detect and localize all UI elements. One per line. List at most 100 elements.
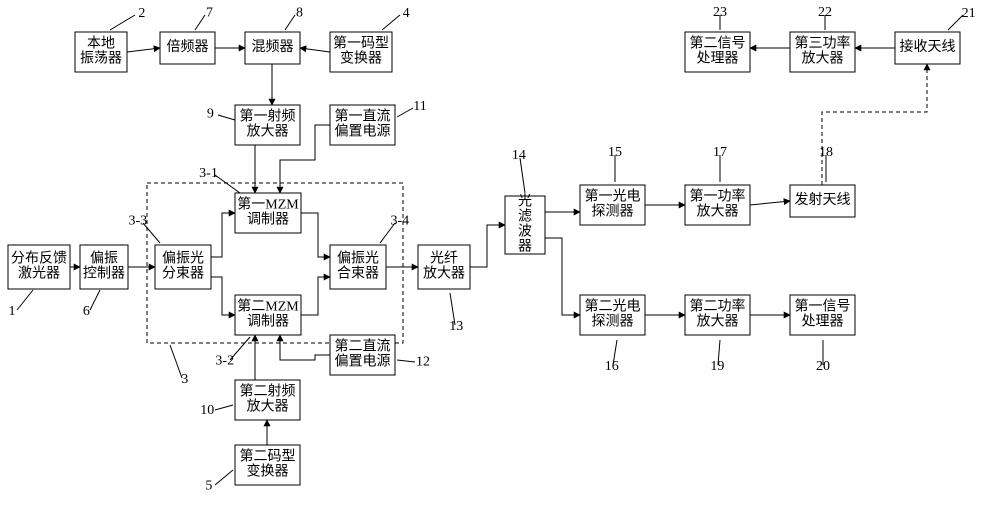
leader-8 — [285, 15, 295, 30]
arrow — [211, 277, 235, 315]
block-label-b18-0: 发射天线 — [795, 192, 851, 208]
block-label-b13-0: 光纤 — [430, 251, 458, 267]
block-label-b3_3-1: 分束器 — [162, 266, 204, 282]
ref-num-3-1: 3-1 — [199, 166, 218, 181]
block-label-b20-0: 第一信号 — [795, 298, 851, 315]
ref-num-3-3: 3-3 — [128, 214, 147, 229]
ref-num-5: 5 — [205, 478, 212, 493]
block-label-b3_2-1: 调制器 — [247, 314, 289, 330]
dashed-arrow — [822, 64, 927, 185]
block-label-b17-1: 放大器 — [697, 204, 739, 220]
arrow — [545, 238, 580, 315]
leader-9 — [218, 115, 235, 120]
ref-num-18: 18 — [819, 145, 833, 160]
block-label-b19-0: 第二功率 — [690, 298, 746, 315]
ref-num-19: 19 — [710, 359, 724, 374]
block-label-b1-1: 激光器 — [18, 265, 60, 282]
ref-num-16: 16 — [605, 359, 619, 374]
block-label-b9-0: 第一射频 — [240, 108, 296, 125]
block-label-b7-0: 倍频器 — [167, 39, 209, 55]
ref-num-3-2: 3-2 — [215, 354, 234, 369]
block-label-b14-3: 器 — [518, 240, 532, 255]
block-label-b20-1: 处理器 — [802, 314, 844, 330]
ref-num-22: 22 — [818, 5, 832, 20]
arrow — [280, 335, 330, 360]
ref-num-15: 15 — [608, 145, 622, 160]
leader-5 — [215, 470, 233, 485]
ref-num-6: 6 — [83, 304, 90, 319]
block-label-b22-1: 放大器 — [802, 51, 844, 67]
block-label-b3_4-1: 合束器 — [337, 266, 379, 282]
ref-num-23: 23 — [713, 5, 727, 20]
block-label-b5-1: 变换器 — [247, 463, 289, 480]
block-label-b14-1: 滤 — [518, 209, 532, 225]
leader-6 — [90, 290, 100, 310]
ref-num-17: 17 — [713, 145, 727, 160]
block-label-b6-1: 控制器 — [83, 266, 125, 282]
block-label-b2-1: 振荡器 — [80, 51, 122, 67]
block-label-b12-0: 第二直流 — [335, 338, 391, 355]
block-label-b9-1: 放大器 — [247, 124, 289, 140]
block-label-b11-1: 偏置电源 — [335, 124, 391, 140]
block-label-b12-1: 偏置电源 — [335, 354, 391, 370]
arrow — [301, 213, 330, 257]
block-label-b1-0: 分布反馈 — [11, 251, 67, 267]
ref-num-3: 3 — [181, 372, 188, 387]
block-label-b21-0: 接收天线 — [900, 38, 956, 55]
block-label-b3_1-0: 第一MZM — [237, 196, 299, 213]
ref-num-7: 7 — [206, 6, 213, 21]
block-label-b4-0: 第一码型 — [333, 35, 389, 52]
ref-num-2: 2 — [138, 6, 145, 21]
arrow — [300, 48, 330, 52]
block-label-b5-0: 第二码型 — [240, 448, 296, 465]
block-label-b8-0: 混频器 — [252, 39, 294, 55]
arrow — [127, 48, 160, 52]
ref-num-8: 8 — [296, 6, 303, 21]
block-label-b14-0: 光 — [518, 194, 532, 210]
block-label-b3_4-0: 偏振光 — [337, 251, 379, 267]
block-label-b2-0: 本地 — [87, 36, 115, 52]
block-label-b15-1: 探测器 — [592, 204, 634, 220]
ref-num-21: 21 — [962, 6, 976, 21]
block-label-b11-0: 第一直流 — [335, 108, 391, 125]
ref-num-10: 10 — [200, 403, 214, 418]
block-label-b10-0: 第二射频 — [240, 383, 296, 400]
leader-10 — [215, 405, 233, 410]
block-label-b23-0: 第二信号 — [690, 35, 746, 52]
ref-num-4: 4 — [403, 6, 410, 21]
block-label-b16-1: 探测器 — [592, 314, 634, 330]
leader-3-1 — [215, 175, 240, 193]
block-label-b15-0: 第一光电 — [585, 188, 641, 205]
leader-4 — [382, 15, 400, 30]
leader-2 — [110, 15, 135, 30]
block-label-b17-0: 第一功率 — [690, 188, 746, 205]
block-label-b3_1-1: 调制器 — [247, 212, 289, 228]
block-label-b6-0: 偏振 — [90, 251, 118, 267]
block-label-b23-1: 处理器 — [697, 51, 739, 67]
leader-12 — [397, 360, 415, 362]
block-label-b10-1: 放大器 — [247, 399, 289, 415]
leader-1 — [17, 290, 33, 310]
ref-num-1: 1 — [9, 304, 16, 319]
leader-3 — [170, 345, 182, 378]
block-label-b19-1: 放大器 — [697, 314, 739, 330]
arrow — [211, 213, 235, 257]
leader-7 — [195, 15, 205, 30]
leader-14 — [520, 158, 525, 193]
ref-num-11: 11 — [413, 99, 426, 114]
arrow — [750, 201, 790, 205]
block-label-b3_3-0: 偏振光 — [162, 251, 204, 267]
ref-num-13: 13 — [449, 319, 463, 334]
arrow — [470, 225, 505, 267]
ref-num-9: 9 — [207, 107, 214, 122]
ref-num-12: 12 — [416, 354, 430, 369]
block-label-b4-1: 变换器 — [340, 50, 382, 67]
ref-num-3-4: 3-4 — [390, 214, 409, 229]
block-label-b16-0: 第二光电 — [585, 298, 641, 315]
block-label-b3_2-0: 第二MZM — [237, 298, 299, 315]
block-label-b13-1: 放大器 — [423, 266, 465, 282]
ref-num-20: 20 — [816, 359, 830, 374]
arrow — [301, 277, 330, 315]
block-label-b14-2: 波 — [518, 224, 532, 240]
block-label-b22-0: 第三功率 — [795, 35, 851, 52]
